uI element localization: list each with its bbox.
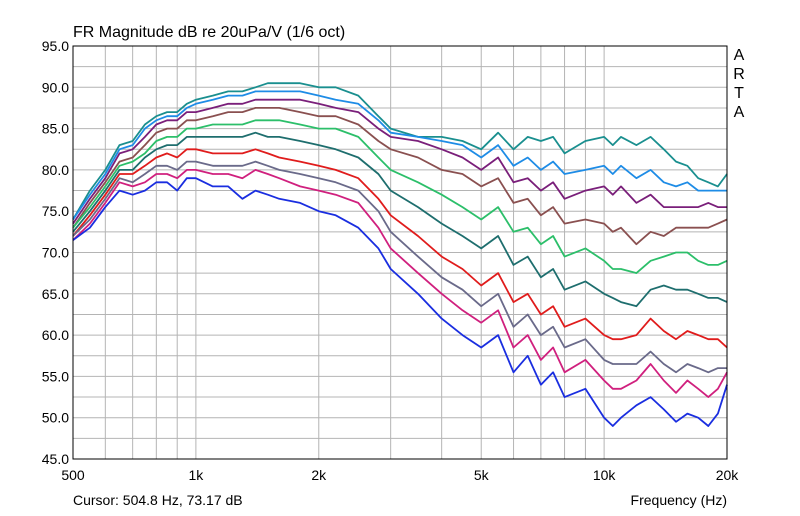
series-line-8 [72,160,727,374]
grid-lines [73,45,727,460]
y-tick-label: 50.0 [42,410,69,426]
plot-frame [72,45,728,460]
series-lines [72,82,728,427]
y-tick-label: 95.0 [42,38,69,54]
cursor-readout: Cursor: 504.8 Hz, 73.17 dB [73,492,243,508]
y-tick-label: 45.0 [42,451,69,467]
x-tick-label: 500 [61,467,85,483]
x-tick-label: 1k [188,467,204,483]
chart-title: FR Magnitude dB re 20uPa/V (1/6 oct) [73,24,346,41]
arta-letter: T [734,85,744,102]
series-line-3 [72,98,727,225]
arta-letter: A [733,104,745,121]
series-line-2 [72,90,727,221]
series-line-6 [72,131,728,308]
x-tick-labels: 500 1k 2k 5k 10k 20k [61,467,739,483]
arta-letter: R [733,66,745,83]
y-tick-labels: 95.0 90.0 85.0 80.0 75.0 70.0 65.0 60.0 55.0 50.0… [42,38,69,467]
arta-letter: A [733,47,745,64]
y-tick-label: 70.0 [42,245,69,261]
y-tick-label: 80.0 [42,162,69,178]
y-tick-label: 60.0 [42,327,69,343]
y-tick-label: 90.0 [42,79,69,95]
y-tick-label: 85.0 [42,121,69,137]
series-line-7 [72,148,728,349]
x-tick-label: 5k [474,467,490,483]
series-line-9 [72,168,728,399]
series-line-1 [72,82,728,220]
x-tick-label: 2k [311,467,327,483]
y-tick-label: 75.0 [42,203,69,219]
series-line-10 [72,177,728,427]
x-axis-label: Frequency (Hz) [630,492,727,508]
series-line-5 [72,119,728,275]
series-line-4 [72,107,728,246]
y-tick-label: 65.0 [42,286,69,302]
y-tick-label: 55.0 [42,368,69,384]
x-tick-label: 20k [716,467,740,483]
x-tick-label: 10k [593,467,617,483]
